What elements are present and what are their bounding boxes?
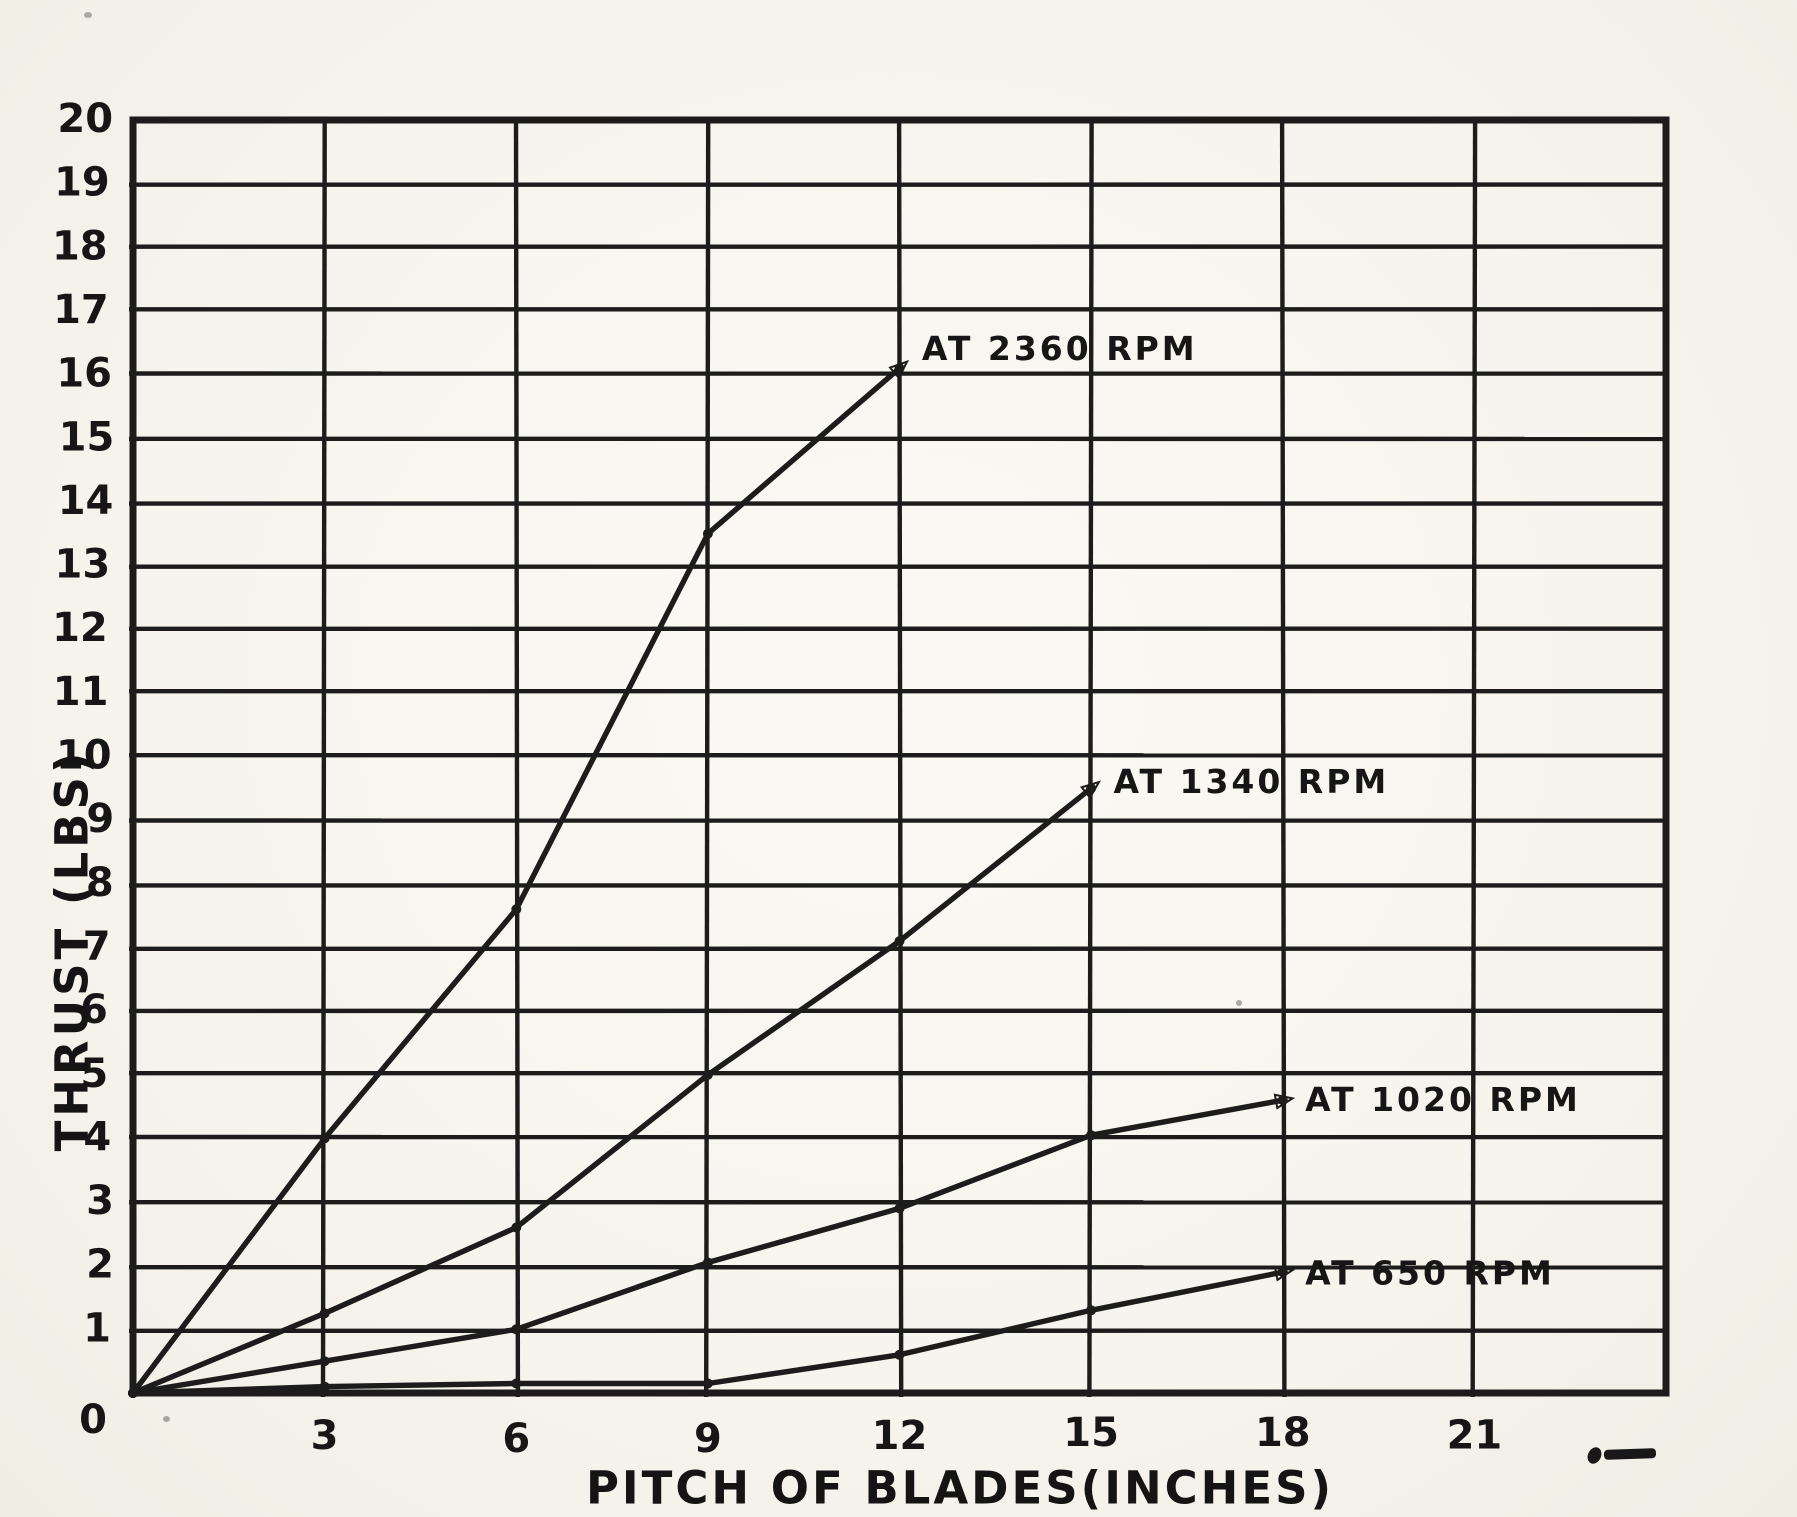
- scan-speckle: [163, 1416, 170, 1422]
- data-point: [894, 936, 905, 947]
- data-point: [319, 1308, 330, 1319]
- data-point: [319, 1133, 330, 1144]
- y-tick-label: 8: [86, 860, 114, 906]
- data-point: [894, 1349, 905, 1360]
- plot-border: [129, 116, 1670, 1397]
- y-tick-label: 16: [56, 351, 112, 397]
- y-tick-label: 19: [54, 160, 110, 206]
- data-point: [1086, 1130, 1097, 1141]
- y-tick-label: 7: [83, 924, 111, 970]
- data-point: [702, 1257, 713, 1268]
- data-point: [128, 1388, 138, 1398]
- x-tick-labels: 3 6 9 12 15 18 21: [311, 1410, 1503, 1462]
- y-tick-label: 17: [53, 287, 109, 333]
- data-point: [511, 1222, 522, 1233]
- data-point: [1086, 1305, 1097, 1316]
- y-tick-label: 3: [86, 1178, 114, 1224]
- data-point: [319, 1381, 330, 1392]
- series-at-1020-rpm: AT 1020 RPM: [128, 1080, 1581, 1398]
- arrowhead: [1273, 1093, 1296, 1110]
- series-at-1340-rpm: AT 1340 RPM: [128, 762, 1390, 1398]
- arrowhead: [888, 359, 910, 380]
- series-line: [130, 785, 1094, 1396]
- v-gridline: [896, 117, 904, 1398]
- arrowhead: [1079, 780, 1102, 800]
- origin-label: 0: [79, 1397, 107, 1443]
- v-gridline: [1087, 117, 1094, 1398]
- v-gridline: [704, 117, 711, 1398]
- series-at-650-rpm: AT 650 RPM: [128, 1253, 1555, 1398]
- data-point: [319, 1356, 330, 1367]
- v-gridline: [320, 117, 327, 1398]
- y-tick-label: 12: [52, 605, 108, 651]
- y-tick-label: 13: [55, 542, 111, 588]
- scan-speckle: [1236, 1000, 1242, 1006]
- x-tick-label: 12: [872, 1413, 928, 1459]
- x-tick-label: 9: [694, 1416, 722, 1462]
- arrowhead: [1273, 1265, 1296, 1282]
- y-tick-label: 10: [56, 733, 112, 779]
- y-tick-label: 15: [59, 414, 115, 460]
- y-tick-label: 6: [80, 987, 108, 1033]
- series-label: AT 650 RPM: [1305, 1253, 1555, 1292]
- data-point: [702, 1378, 713, 1389]
- y-tick-label: 4: [83, 1114, 111, 1160]
- y-tick-label: 11: [53, 669, 109, 715]
- data-point: [511, 1378, 522, 1389]
- series-label: AT 1020 RPM: [1305, 1080, 1581, 1119]
- y-tick-label: 18: [52, 223, 108, 269]
- y-tick-label: 9: [86, 796, 114, 842]
- v-gridline: [1279, 117, 1287, 1398]
- x-tick-label: 21: [1447, 1413, 1503, 1459]
- x-tick-label: 18: [1255, 1410, 1311, 1456]
- x-tick-label: 6: [502, 1416, 530, 1462]
- v-gridline: [1470, 117, 1478, 1398]
- x-axis-title: PITCH OF BLADES(INCHES): [585, 1461, 1335, 1515]
- data-point: [894, 1203, 905, 1214]
- x-tick-label: 15: [1063, 1410, 1119, 1456]
- x-tick-label: 3: [311, 1413, 339, 1459]
- data-point: [511, 1324, 522, 1335]
- data-point: [511, 904, 522, 915]
- y-tick-label: 1: [83, 1305, 111, 1351]
- series-at-2360-rpm: AT 2360 RPM: [128, 329, 1198, 1398]
- series-label: AT 2360 RPM: [922, 329, 1198, 368]
- scan-smudge: [1603, 1448, 1657, 1460]
- v-gridline: [513, 117, 521, 1398]
- data-point: [702, 1069, 713, 1080]
- y-tick-label: 14: [58, 478, 114, 524]
- scan-speckle: [84, 12, 92, 18]
- vertical-gridlines: [320, 117, 1478, 1398]
- y-axis-title: THRUST (LBS): [45, 748, 99, 1152]
- series-label: AT 1340 RPM: [1114, 762, 1390, 801]
- y-tick-label: 5: [80, 1051, 108, 1097]
- data-point: [702, 528, 713, 539]
- y-tick-label: 20: [57, 96, 113, 142]
- y-tick-label: 2: [86, 1242, 114, 1288]
